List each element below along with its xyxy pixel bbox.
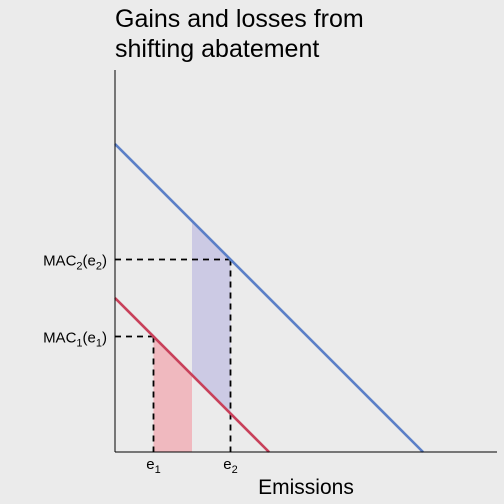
chart-title-line-1: Gains and losses from <box>115 5 364 33</box>
shaded-areas <box>153 221 231 452</box>
series-lines <box>114 143 424 453</box>
x-tick-label-1: e1 <box>146 456 160 476</box>
reference-lines <box>115 258 232 452</box>
y-tick-label-1: MAC1(e1) <box>43 330 107 350</box>
tick-labels: e1 e2 MAC1(e1) MAC2(e2) <box>43 253 238 477</box>
x-axis-title: Emissions <box>258 476 354 499</box>
y-tick-label-2: MAC2(e2) <box>43 253 107 273</box>
shaded-area-1 <box>153 336 192 452</box>
chart-title-line-2: shifting abatement <box>115 35 319 63</box>
series-line-2 <box>114 297 270 453</box>
shaded-area-2 <box>192 221 231 414</box>
series-line-1 <box>114 143 424 453</box>
x-tick-label-2: e2 <box>223 456 237 476</box>
